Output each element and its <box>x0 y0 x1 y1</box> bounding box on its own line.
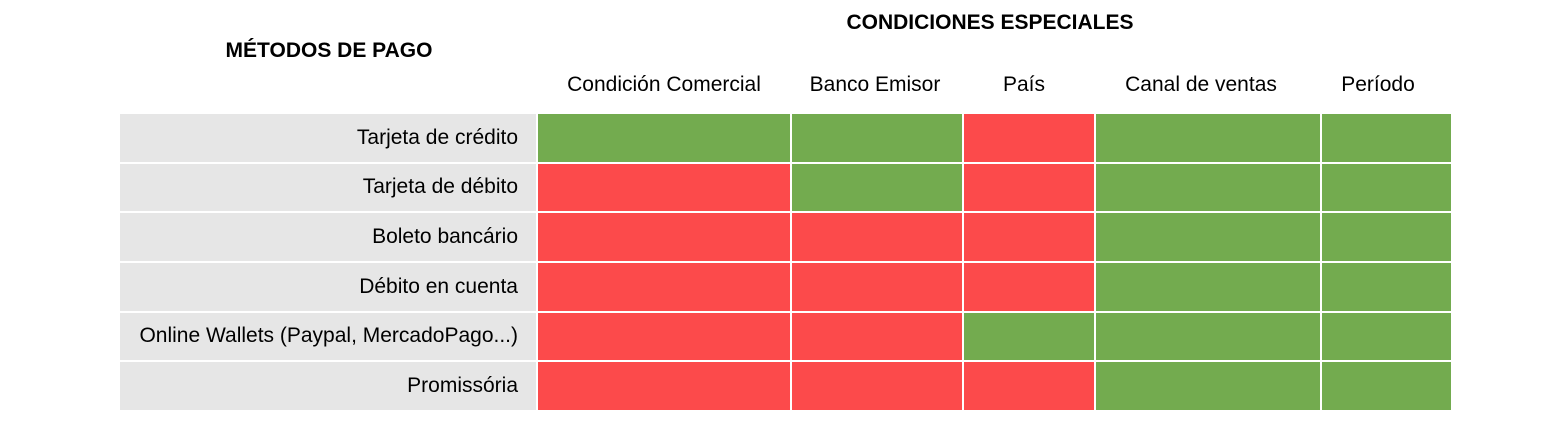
status-cell-online-wallets-paypal-mercadopago-banco-emisor-red <box>792 312 962 361</box>
column-header-pais: País <box>1002 73 1046 96</box>
conditions-matrix: Tarjeta de crédito Tarjeta de débito Bolet… <box>120 114 1451 410</box>
status-cell-promissoria-periodo-green <box>1322 362 1451 410</box>
column-header-condicion-comercial: Condición Comercial <box>567 73 761 96</box>
status-cell-promissoria-pais-red <box>964 362 1094 410</box>
column-header-canal-de-ventas: Canal de ventas <box>1125 73 1277 96</box>
row-label-tarjeta-de-debito: Tarjeta de débito <box>120 163 536 212</box>
column-header-periodo: Período <box>1341 73 1415 96</box>
column-header-banco-emisor: Banco Emisor <box>809 73 941 96</box>
status-cell-debito-en-cuenta-canal-de-ventas-green <box>1096 263 1320 311</box>
special-conditions-title: CONDICIONES ESPECIALES <box>846 11 1134 34</box>
status-cell-promissoria-condicion-comercial-red <box>538 362 790 410</box>
status-cell-tarjeta-de-debito-banco-emisor-green <box>792 163 962 212</box>
status-cell-boleto-bancario-banco-emisor-red <box>792 213 962 261</box>
status-cell-tarjeta-de-debito-pais-red <box>964 163 1094 212</box>
row-label-tarjeta-de-credito: Tarjeta de crédito <box>120 114 536 162</box>
row-label-promissoria: Promissória <box>120 362 536 410</box>
status-cell-boleto-bancario-canal-de-ventas-green <box>1096 213 1320 261</box>
status-cell-tarjeta-de-credito-periodo-green <box>1322 114 1451 162</box>
status-cell-promissoria-banco-emisor-red <box>792 362 962 410</box>
status-cell-debito-en-cuenta-periodo-green <box>1322 263 1451 311</box>
status-cell-boleto-bancario-condicion-comercial-red <box>538 213 790 261</box>
status-cell-online-wallets-paypal-mercadopago-periodo-green <box>1322 312 1451 361</box>
status-cell-promissoria-canal-de-ventas-green <box>1096 362 1320 410</box>
status-cell-tarjeta-de-credito-canal-de-ventas-green <box>1096 114 1320 162</box>
status-cell-tarjeta-de-credito-banco-emisor-green <box>792 114 962 162</box>
row-label-debito-en-cuenta: Débito en cuenta <box>120 263 536 311</box>
status-cell-debito-en-cuenta-banco-emisor-red <box>792 263 962 311</box>
status-cell-tarjeta-de-credito-pais-red <box>964 114 1094 162</box>
status-cell-online-wallets-paypal-mercadopago-canal-de-ventas-green <box>1096 312 1320 361</box>
status-cell-tarjeta-de-debito-canal-de-ventas-green <box>1096 163 1320 212</box>
status-cell-tarjeta-de-debito-periodo-green <box>1322 163 1451 212</box>
row-label-boleto-bancario: Boleto bancário <box>120 213 536 261</box>
status-cell-boleto-bancario-pais-red <box>964 213 1094 261</box>
status-cell-online-wallets-paypal-mercadopago-condicion-comercial-red <box>538 312 790 361</box>
payment-methods-title: MÉTODOS DE PAGO <box>225 39 433 62</box>
status-cell-online-wallets-paypal-mercadopago-pais-green <box>964 312 1094 361</box>
row-label-online-wallets-paypal-mercadopago: Online Wallets (Paypal, MercadoPago...) <box>120 312 536 361</box>
status-cell-tarjeta-de-credito-condicion-comercial-green <box>538 114 790 162</box>
status-cell-tarjeta-de-debito-condicion-comercial-red <box>538 163 790 212</box>
status-cell-debito-en-cuenta-pais-red <box>964 263 1094 311</box>
status-cell-debito-en-cuenta-condicion-comercial-red <box>538 263 790 311</box>
status-cell-boleto-bancario-periodo-green <box>1322 213 1451 261</box>
